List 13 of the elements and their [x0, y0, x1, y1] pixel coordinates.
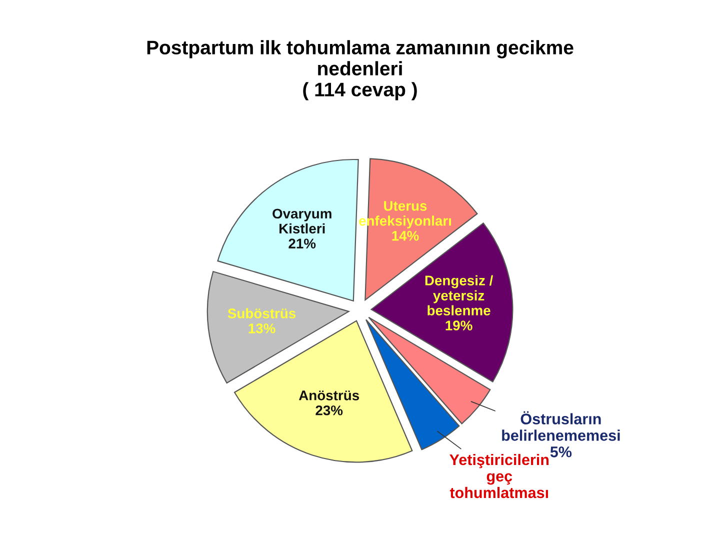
slice-label: Östrusların belirlenememesi [502, 411, 620, 441]
slice-label: Anöstrüs [298, 390, 359, 400]
data-label: 5% [550, 446, 572, 458]
chart-title: Postpartum ilk tohumlama zamanının gecikme nedenleri ( 114 cevap ) [147, 40, 574, 100]
data-label: 23% [316, 405, 343, 416]
slice-label: Ovaryum Kistleri [272, 208, 332, 234]
slice-label: Suböstrüs [228, 308, 296, 318]
data-label: 19% [446, 320, 472, 330]
slice-label: Dengesiz / yetersiz beslenme [425, 275, 494, 316]
data-label: 21% [288, 238, 316, 248]
slice-label: Yetiştiricilerin geç tohumlatması [450, 454, 549, 498]
data-label: 13% [248, 323, 276, 334]
data-label: 14% [392, 230, 419, 241]
